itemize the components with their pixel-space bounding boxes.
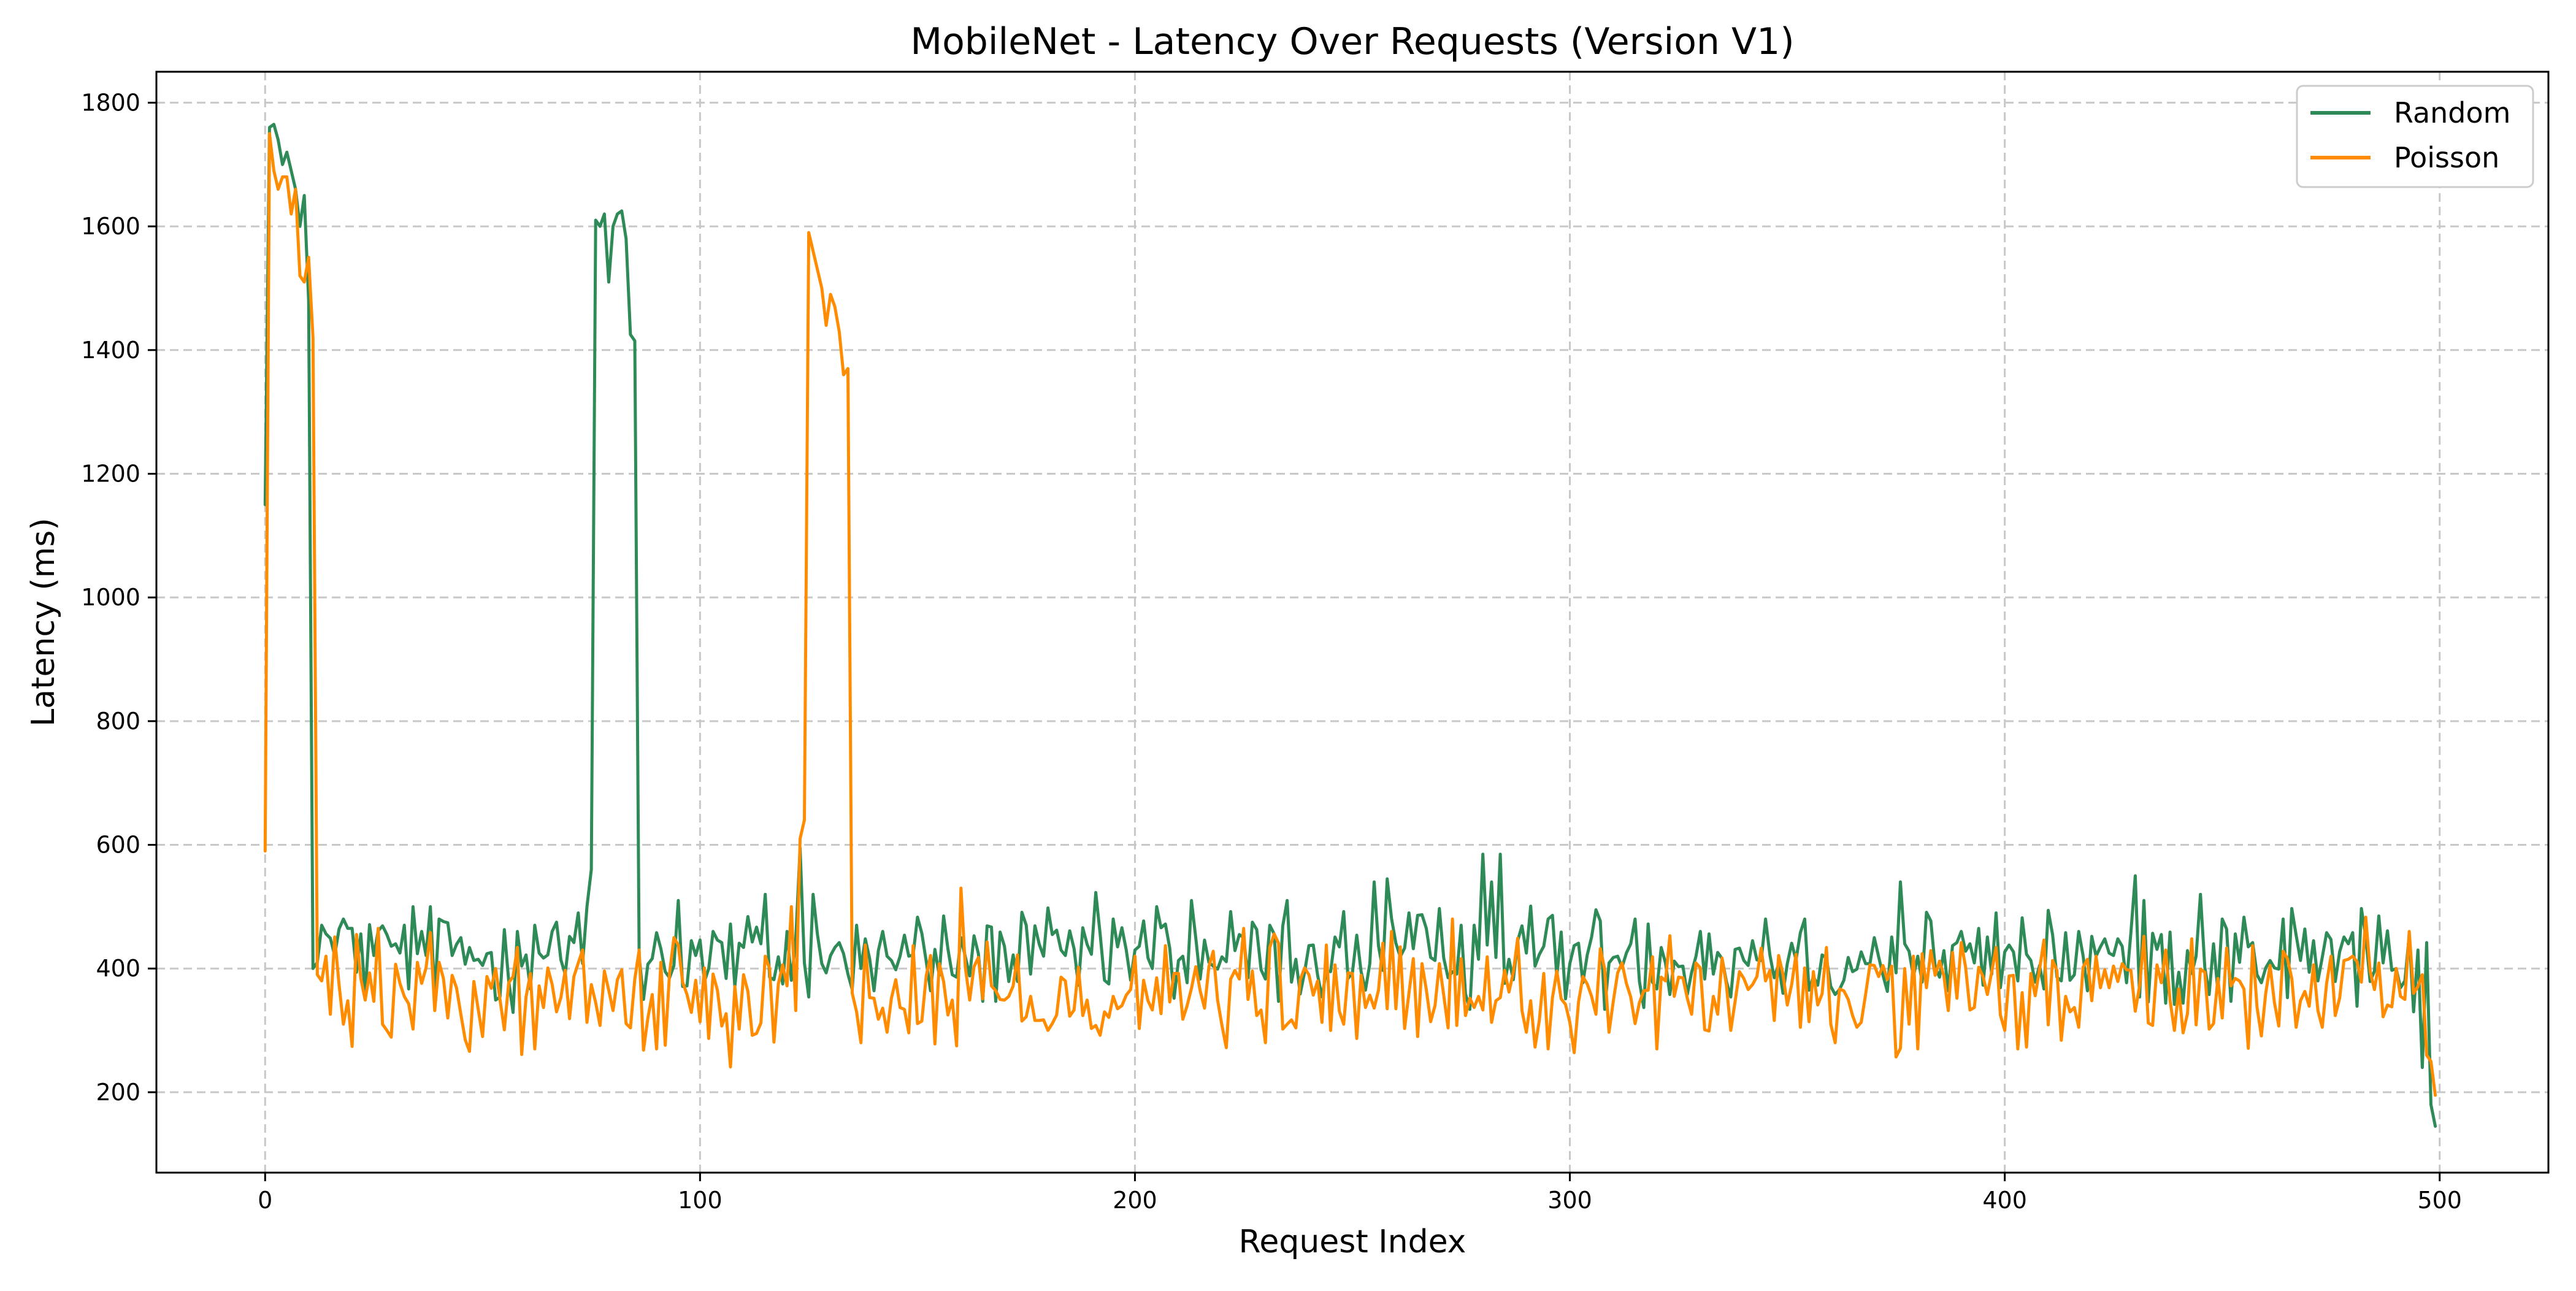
- x-tick-label: 400: [1982, 1187, 2027, 1214]
- y-tick-label: 1000: [81, 584, 140, 611]
- y-tick-label: 1600: [81, 213, 140, 240]
- x-tick-label: 500: [2417, 1187, 2462, 1214]
- y-axis-label: Latency (ms): [25, 518, 62, 726]
- x-tick-label: 200: [1113, 1187, 1157, 1214]
- y-tick-label: 400: [96, 955, 140, 982]
- y-tick-label: 1800: [81, 89, 140, 116]
- legend: Random Poisson: [2296, 85, 2534, 188]
- series-line-poisson: [263, 132, 2437, 1097]
- grid-layer: [156, 72, 2548, 1173]
- series-line-random: [263, 123, 2437, 1128]
- legend-label-random: Random: [2394, 96, 2510, 129]
- y-tick-label: 200: [96, 1079, 140, 1106]
- x-tick-label: 300: [1547, 1187, 1592, 1214]
- series-layer: [263, 123, 2437, 1128]
- chart-title: MobileNet - Latency Over Requests (Versi…: [910, 20, 1794, 63]
- x-tick-label: 0: [258, 1187, 272, 1214]
- tick-layer: 0 100 200 300 400 500 200 400 600 800 1000 1200 1400…: [81, 89, 2462, 1214]
- legend-label-poisson: Poisson: [2394, 141, 2499, 174]
- y-tick-label: 600: [96, 832, 140, 859]
- y-tick-label: 1200: [81, 460, 140, 487]
- y-tick-label: 800: [96, 708, 140, 735]
- plot-frame: [155, 71, 2550, 1174]
- x-axis-label: Request Index: [1239, 1224, 1466, 1260]
- y-tick-label: 1400: [81, 337, 140, 364]
- x-tick-label: 100: [678, 1187, 723, 1214]
